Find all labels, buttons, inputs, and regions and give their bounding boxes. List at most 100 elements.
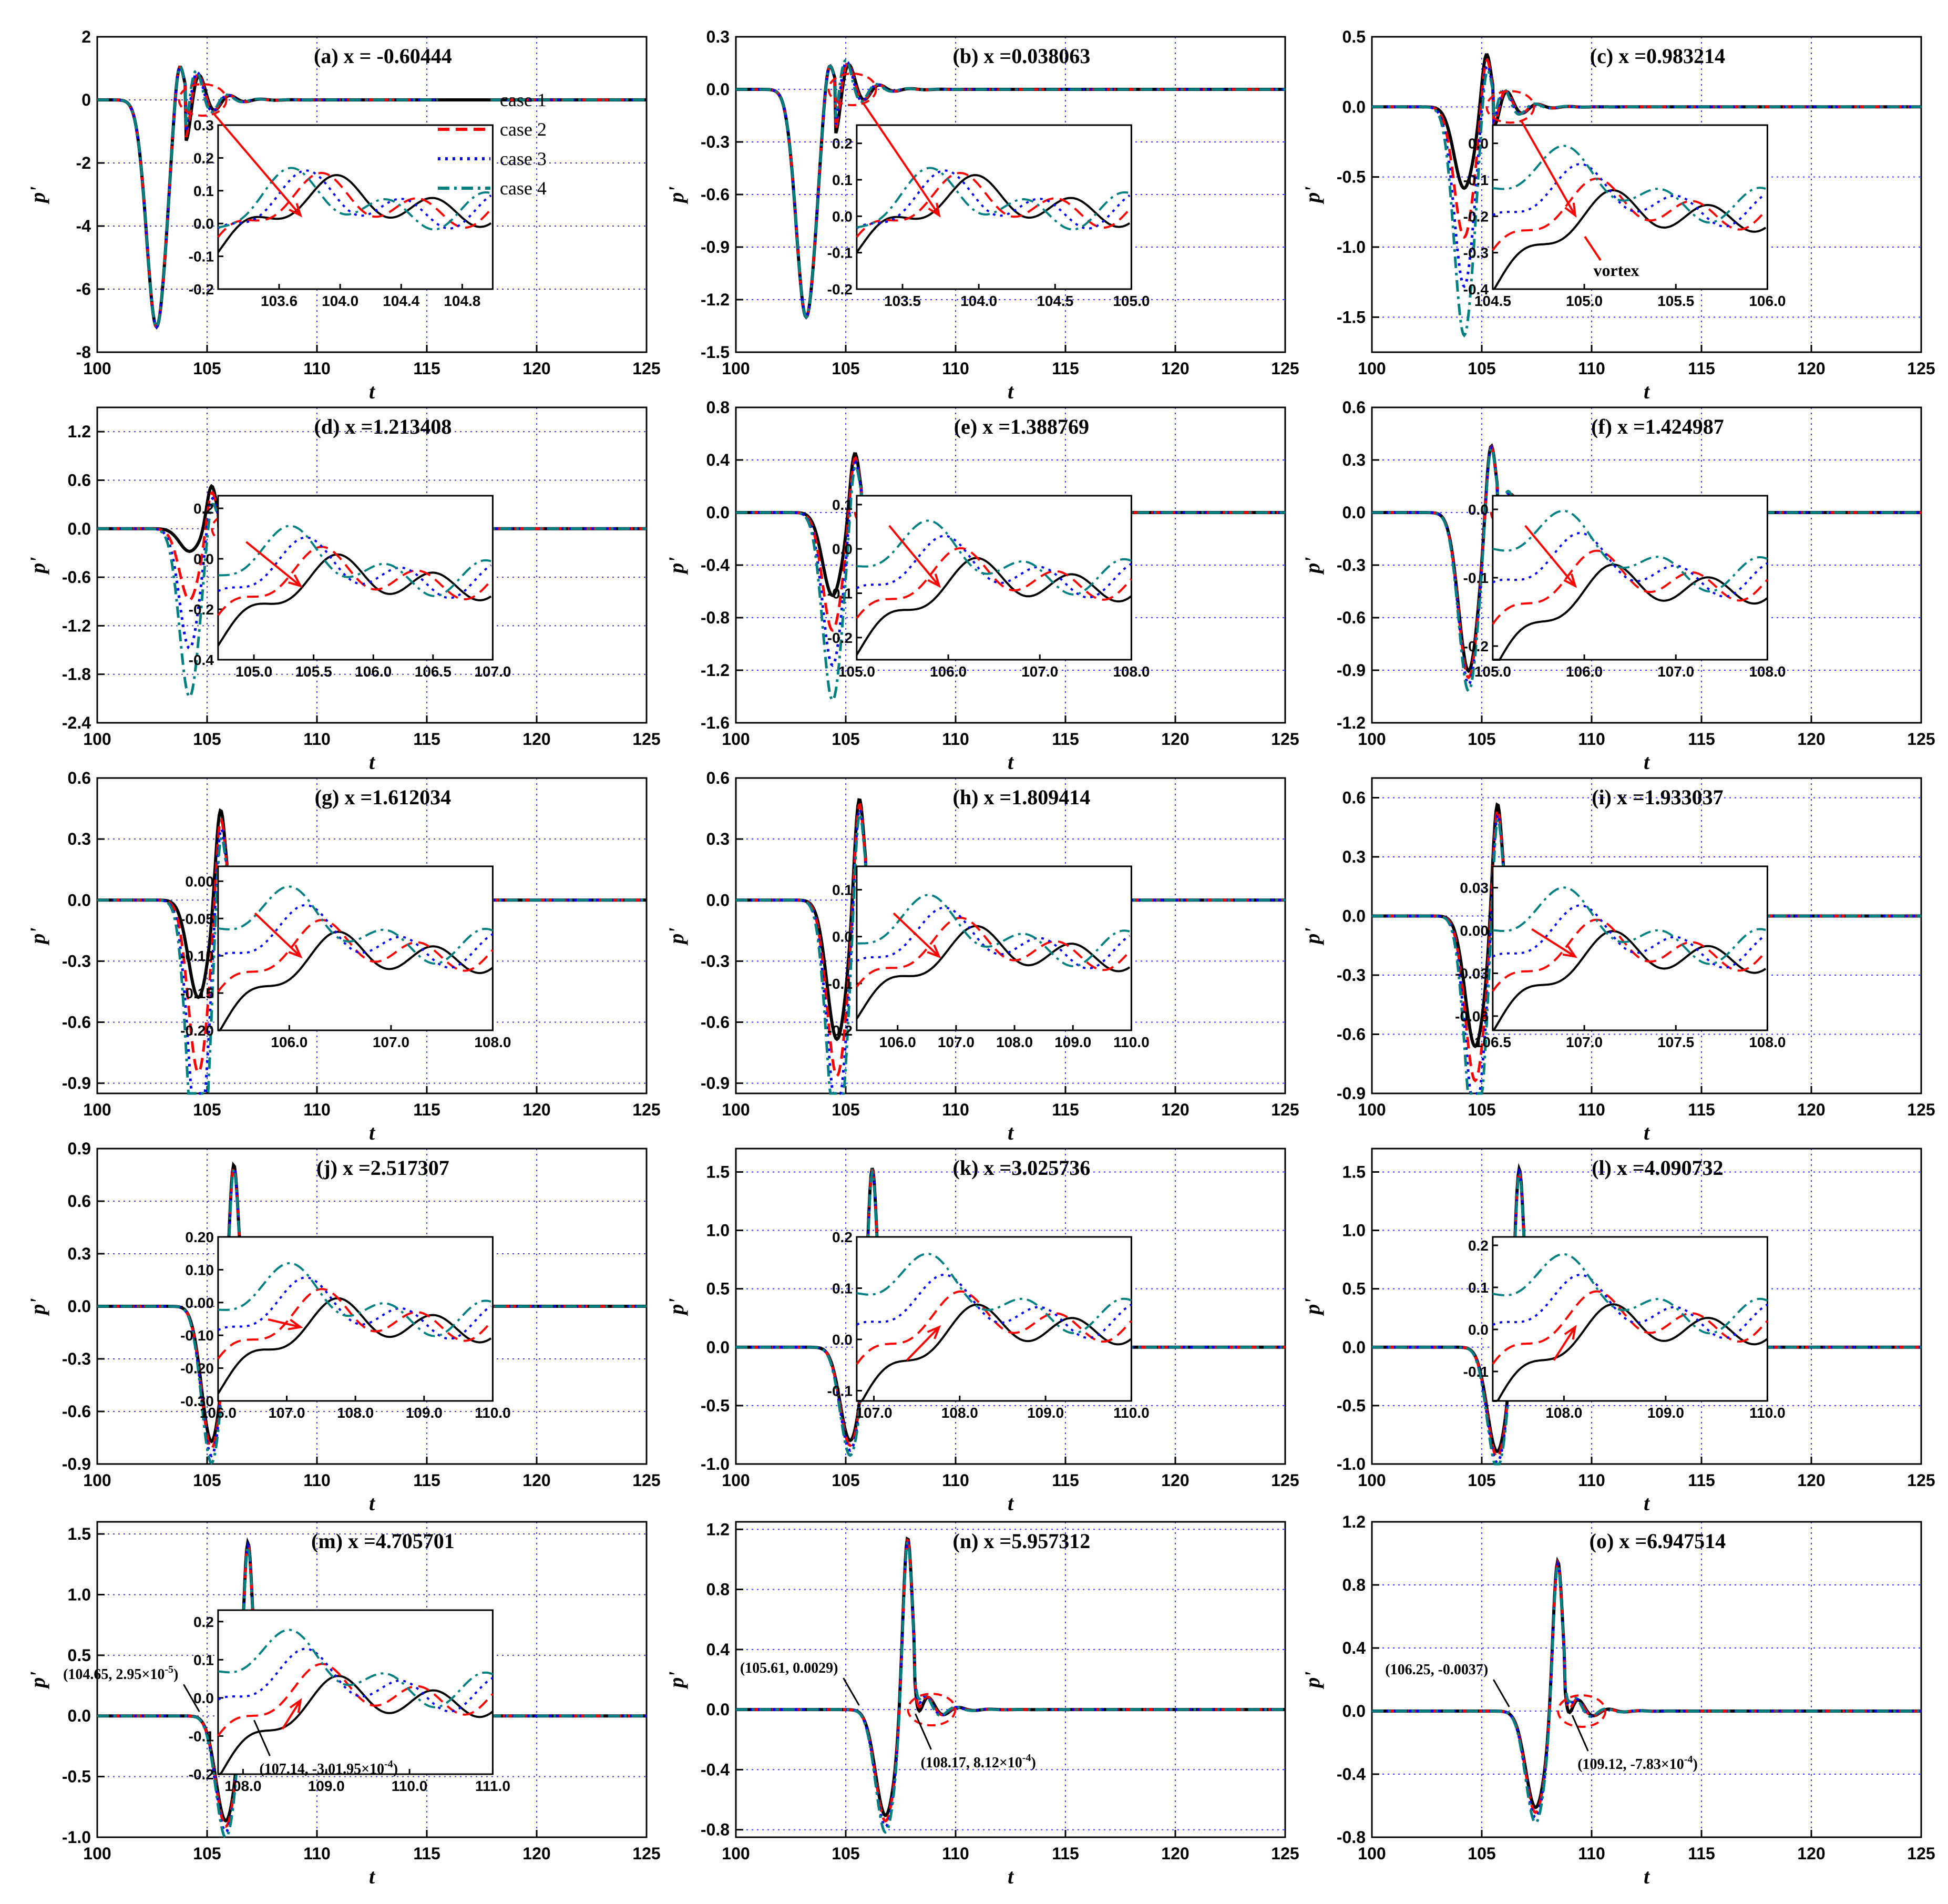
y-tick-label: -1.0 bbox=[62, 1828, 91, 1847]
panel-c: 100 105 110 115 120 125 -1.5 -1.0 -0.5 0.0 0.5 t p' (… bbox=[1300, 27, 1935, 403]
legend: case 1 case 2 case 3 case 4 bbox=[437, 89, 547, 199]
y-axis-label: p' bbox=[1300, 557, 1324, 575]
inset-x-tick-label: 104.5 bbox=[1474, 293, 1511, 309]
inset-y-tick-label: 0.03 bbox=[1460, 880, 1489, 896]
y-tick-label: 1.0 bbox=[1342, 1221, 1366, 1240]
x-tick-label: 120 bbox=[522, 1844, 550, 1863]
y-tick-label: 1.0 bbox=[68, 1585, 91, 1604]
x-tick-label: 110 bbox=[303, 1844, 331, 1863]
y-tick-label: 0.5 bbox=[68, 1646, 91, 1665]
inset-series-line-1 bbox=[1492, 563, 1768, 661]
y-tick-label: 1.2 bbox=[706, 1520, 730, 1539]
inset-series-line-4 bbox=[856, 894, 1130, 968]
inset-series-line-1 bbox=[1492, 1303, 1768, 1402]
inset-x-tick-label: 107.0 bbox=[474, 663, 511, 680]
highlight-ellipse bbox=[907, 1693, 957, 1727]
y-tick-label: 0.3 bbox=[706, 830, 730, 848]
inset-series-line-4 bbox=[856, 167, 1130, 231]
plot-frame bbox=[1371, 36, 1922, 353]
y-tick-label: 0.4 bbox=[706, 451, 730, 469]
y-axis-label: p' bbox=[1300, 1298, 1324, 1316]
panel-a: 100 105 110 115 120 125 -8 -6 -4 -2 0 2 t p' (a) x = -… bbox=[26, 27, 661, 403]
inset-x-tick-label: 110.0 bbox=[1749, 1405, 1786, 1421]
zoom-arrowhead bbox=[289, 203, 302, 218]
inset-y-tick-label: 0.2 bbox=[1468, 1237, 1489, 1254]
inset-plot: 105.0 106.0 107.0 108.0 -0.2 -0.1 0.0 bbox=[1463, 495, 1786, 680]
series-line-3 bbox=[1372, 1560, 1921, 1819]
annotation-pointer bbox=[843, 1677, 860, 1706]
inset-x-tick-label: 108.0 bbox=[1749, 1034, 1786, 1050]
inset-y-tick-label: 0.0 bbox=[1468, 1322, 1489, 1338]
inset-y-tick-label: 0.0 bbox=[193, 216, 214, 232]
inset-frame bbox=[1492, 1236, 1768, 1402]
zoom-arrowhead bbox=[288, 574, 303, 588]
plot-frame bbox=[1371, 777, 1922, 1094]
inset-frame bbox=[856, 1236, 1132, 1402]
x-tick-label: 120 bbox=[1797, 730, 1825, 749]
inset-series-line-3 bbox=[856, 535, 1132, 599]
x-tick-label: 115 bbox=[413, 359, 440, 378]
inset-y-tick-label: 0.1 bbox=[832, 497, 853, 513]
x-tick-label: 125 bbox=[1271, 1844, 1299, 1863]
series-line-4 bbox=[736, 1541, 1285, 1834]
inset-series-line-1 bbox=[217, 1297, 492, 1395]
y-tick-label: 0.0 bbox=[1342, 97, 1366, 116]
inset-y-tick-label: -0.06 bbox=[1455, 1008, 1489, 1025]
zoom-arrowhead bbox=[1564, 202, 1577, 218]
y-axis-label: p' bbox=[664, 1671, 688, 1689]
series-line-4 bbox=[736, 810, 1285, 1095]
inset-x-tick-label: 108.0 bbox=[1749, 663, 1786, 680]
inset-x-tick-label: 103.5 bbox=[884, 293, 921, 309]
panel-title: (c) x =0.983214 bbox=[1590, 44, 1725, 68]
inset-y-tick-label: 0.0 bbox=[1468, 136, 1489, 152]
series-line-1 bbox=[736, 1536, 1285, 1817]
y-tick-label: 0.0 bbox=[706, 890, 730, 909]
x-tick-label: 115 bbox=[413, 1100, 440, 1119]
inset-x-tick-label: 107.0 bbox=[1566, 1034, 1603, 1050]
x-axis-label: t bbox=[1008, 750, 1014, 774]
inset-y-tick-label: -0.10 bbox=[180, 1327, 214, 1344]
panel-title: (i) x =1.933037 bbox=[1592, 785, 1724, 809]
inset-frame bbox=[217, 1236, 494, 1402]
plot-frame bbox=[96, 1521, 648, 1838]
inset-frame bbox=[1492, 495, 1768, 661]
y-tick-label: -0.8 bbox=[1337, 1828, 1366, 1847]
legend-label-2: case 2 bbox=[500, 119, 547, 140]
x-tick-label: 100 bbox=[83, 1844, 111, 1863]
inset-frame bbox=[217, 495, 494, 661]
x-tick-label: 100 bbox=[83, 1100, 111, 1119]
inset-series-line-3 bbox=[217, 536, 492, 599]
y-tick-label: -1.5 bbox=[701, 343, 730, 362]
inset-series-line-4 bbox=[856, 1253, 1132, 1334]
x-tick-label: 100 bbox=[83, 359, 111, 378]
panel-title: (h) x =1.809414 bbox=[953, 785, 1091, 809]
inset-series-line-1 bbox=[217, 174, 492, 253]
inset-x-tick-label: 105.5 bbox=[1657, 293, 1694, 309]
x-axis-label: t bbox=[1008, 1865, 1014, 1888]
inset-x-tick-label: 110.0 bbox=[1113, 1034, 1150, 1050]
x-tick-label: 110 bbox=[303, 1471, 331, 1490]
panel-m: 100 105 110 115 120 125 -1.0 -0.5 0.0 0.5 1.0 1.5 t p… bbox=[26, 1521, 661, 1888]
series-line-4 bbox=[736, 464, 1285, 702]
y-tick-label: 0.6 bbox=[68, 470, 91, 489]
inset-series-line-3 bbox=[1492, 531, 1768, 598]
zoom-arrow bbox=[1520, 119, 1576, 216]
zoom-arrowhead bbox=[288, 944, 303, 959]
inset-y-tick-label: -0.1 bbox=[1463, 1364, 1489, 1380]
inset-series-line-3 bbox=[856, 906, 1131, 970]
inset-series-line-3 bbox=[218, 1276, 492, 1340]
inset-frame bbox=[856, 865, 1132, 1031]
inset-y-tick-label: -0.10 bbox=[180, 948, 214, 964]
panel-title: (l) x =4.090732 bbox=[1592, 1156, 1724, 1180]
inset-y-tick-label: 0.20 bbox=[185, 1229, 214, 1245]
inset-x-tick-label: 109.0 bbox=[1647, 1405, 1684, 1421]
inset-y-tick-label: 0.0 bbox=[832, 929, 853, 945]
y-tick-label: -2.4 bbox=[62, 713, 91, 732]
inset-y-tick-label: -0.1 bbox=[1463, 570, 1489, 586]
y-tick-label: -1.2 bbox=[701, 661, 730, 680]
series-line-4 bbox=[97, 1166, 647, 1465]
y-axis-label: p' bbox=[664, 927, 688, 945]
y-tick-label: 0.8 bbox=[1342, 1575, 1366, 1594]
inset-y-tick-label: 0.00 bbox=[185, 1295, 214, 1311]
inset-series-line-4 bbox=[218, 167, 491, 231]
